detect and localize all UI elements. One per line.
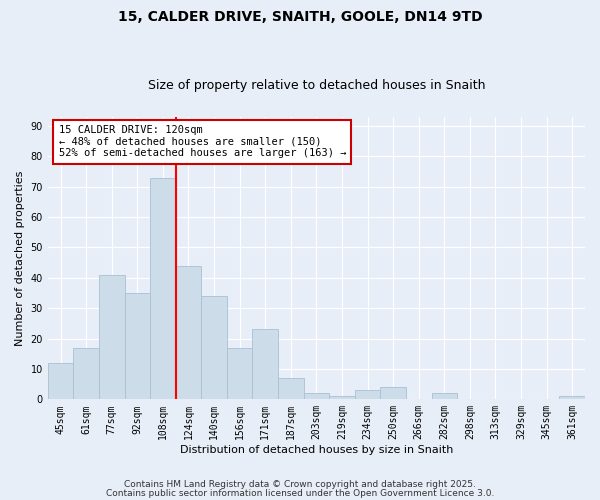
Bar (201, 296, 227, 400)
Text: Contains public sector information licensed under the Open Government Licence 3.: Contains public sector information licen… (106, 488, 494, 498)
Title: Size of property relative to detached houses in Snaith: Size of property relative to detached ho… (148, 79, 485, 92)
Bar (355, 390, 380, 400)
Bar (48, 363, 73, 400)
Bar (253, 330, 278, 400)
Bar (99, 275, 125, 400)
Bar (227, 348, 253, 400)
Text: Contains HM Land Registry data © Crown copyright and database right 2025.: Contains HM Land Registry data © Crown c… (124, 480, 476, 489)
Bar (278, 378, 304, 400)
Bar (73, 348, 99, 400)
Bar (559, 396, 585, 400)
X-axis label: Distribution of detached houses by size in Snaith: Distribution of detached houses by size … (180, 445, 453, 455)
Text: 15, CALDER DRIVE, SNAITH, GOOLE, DN14 9TD: 15, CALDER DRIVE, SNAITH, GOOLE, DN14 9T… (118, 10, 482, 24)
Bar (150, 178, 176, 400)
Bar (431, 394, 457, 400)
Y-axis label: Number of detached properties: Number of detached properties (15, 170, 25, 346)
Bar (125, 293, 150, 400)
Bar (176, 266, 201, 400)
Text: 15 CALDER DRIVE: 120sqm
← 48% of detached houses are smaller (150)
52% of semi-d: 15 CALDER DRIVE: 120sqm ← 48% of detache… (59, 126, 346, 158)
Bar (304, 394, 329, 400)
Bar (329, 396, 355, 400)
Bar (380, 387, 406, 400)
